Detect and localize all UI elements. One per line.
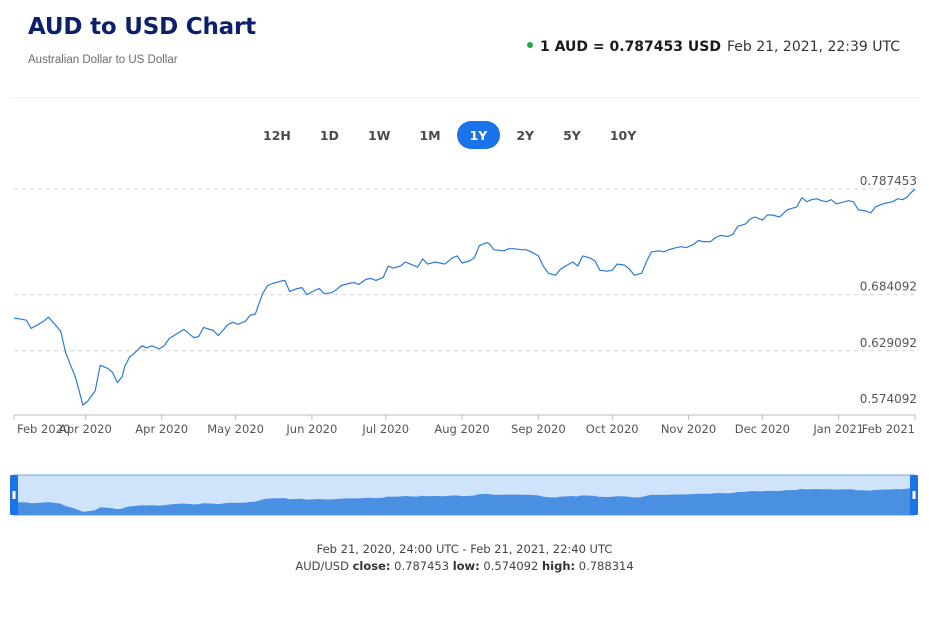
range-button-1y[interactable]: 1Y: [456, 121, 501, 149]
close-value: 0.787453: [394, 559, 450, 573]
range-button-1m[interactable]: 1M: [406, 121, 453, 149]
grid-layer: [14, 188, 915, 352]
summary-pair: AUD/USD: [295, 559, 349, 573]
handle-grip-icon: [912, 491, 916, 499]
y-tick-label: 0.787453: [860, 174, 917, 188]
summary-panel: Feb 21, 2020, 24:00 UTC - Feb 21, 2021, …: [0, 541, 929, 575]
navigator-area: [14, 488, 914, 515]
range-navigator[interactable]: [10, 474, 918, 516]
header-divider: [10, 97, 919, 98]
handle-grip-icon: [12, 491, 16, 499]
range-button-10y[interactable]: 10Y: [597, 121, 649, 149]
x-tick-label: Feb 2021: [862, 422, 915, 436]
current-rate: 1 AUD = 0.787453 USD Feb 21, 2021, 22:39 …: [527, 37, 900, 55]
y-tick-label: 0.574092: [860, 392, 917, 406]
x-tick-label: Nov 2020: [661, 422, 716, 436]
x-tick-label: Aug 2020: [434, 422, 489, 436]
page-title: AUD to USD Chart: [28, 14, 256, 40]
summary-range: Feb 21, 2020, 24:00 UTC - Feb 21, 2021, …: [316, 542, 613, 556]
range-button-1d[interactable]: 1D: [307, 121, 352, 149]
x-tick-label: Apr 2020: [135, 422, 188, 436]
rate-timestamp: Feb 21, 2021, 22:39 UTC: [726, 39, 900, 55]
exchange-rate-chart: 0.574092 0.629092 0.684092 0.787453 Feb 202…: [10, 174, 918, 516]
y-tick-label: 0.684092: [860, 280, 917, 294]
x-tick-label: May 2020: [207, 422, 264, 436]
x-tick-label: Jun 2020: [285, 422, 337, 436]
time-range-selector: 12H 1D 1W 1M 1Y 2Y 5Y 10Y: [250, 121, 652, 149]
range-button-12h[interactable]: 12H: [250, 121, 304, 149]
x-tick-label: Dec 2020: [735, 422, 790, 436]
range-button-2y[interactable]: 2Y: [503, 121, 547, 149]
high-value: 0.788314: [578, 559, 634, 573]
high-label: high:: [541, 559, 576, 573]
y-tick-labels: 0.574092 0.629092 0.684092 0.787453: [860, 174, 917, 406]
x-tick-label: Apr 2020: [59, 422, 112, 436]
x-tick-label: Jul 2020: [361, 422, 409, 436]
y-tick-label: 0.629092: [860, 336, 917, 350]
range-button-5y[interactable]: 5Y: [550, 121, 594, 149]
x-tick-label: Oct 2020: [586, 422, 639, 436]
range-button-1w[interactable]: 1W: [355, 121, 404, 149]
summary-stats: AUD/USD close: 0.787453 low: 0.574092 hi…: [0, 558, 929, 575]
live-status-dot: [527, 41, 534, 48]
rate-value: 1 AUD = 0.787453 USD: [540, 39, 721, 55]
series-line: [13, 188, 916, 406]
close-label: close:: [352, 559, 391, 573]
x-tick-label: Sep 2020: [511, 422, 566, 436]
low-value: 0.574092: [483, 559, 539, 573]
low-label: low:: [452, 559, 480, 573]
x-tick-label: Jan 2021: [812, 422, 864, 436]
x-tick-label: Feb 2020: [17, 422, 70, 436]
page-subtitle: Australian Dollar to US Dollar: [28, 54, 178, 66]
